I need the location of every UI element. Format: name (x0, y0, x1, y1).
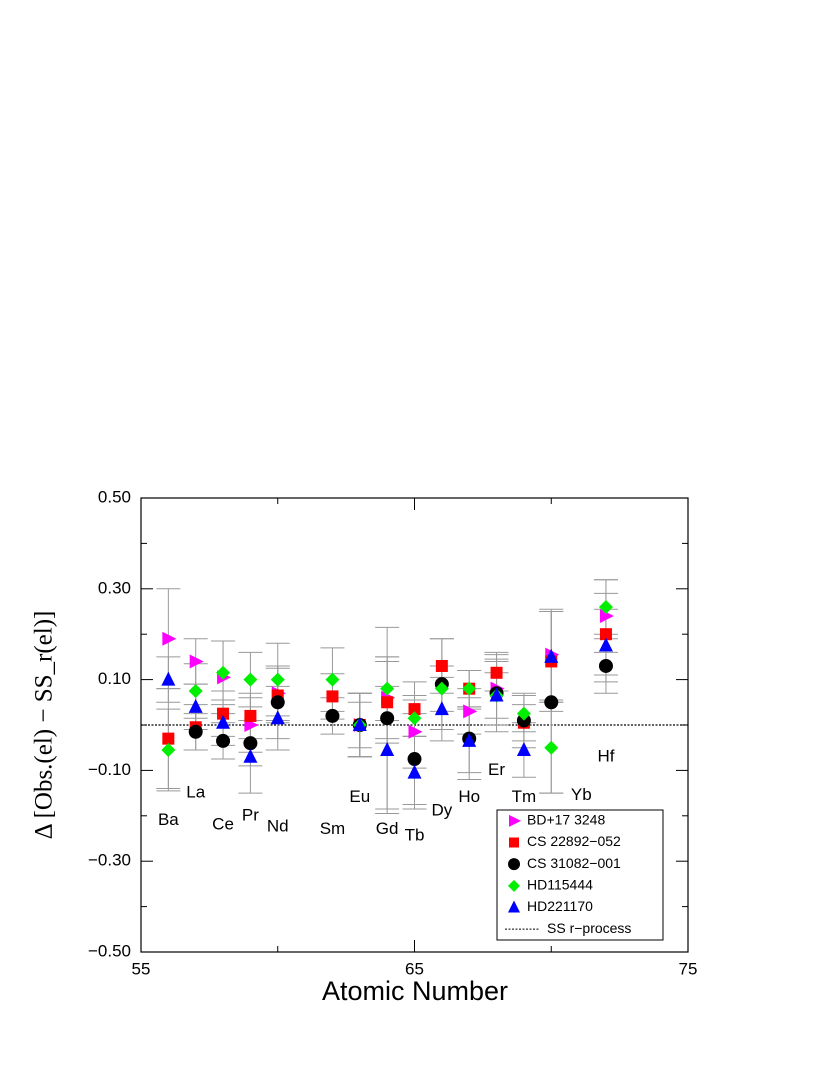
x-tick-label: 75 (679, 959, 698, 978)
element-label: Dy (431, 801, 452, 820)
legend-box (496, 809, 664, 941)
marker (243, 748, 258, 763)
element-label: Ce (212, 814, 234, 833)
legend-marker (509, 814, 521, 827)
y-tick-label: −0.30 (88, 851, 131, 870)
legend-marker (509, 837, 519, 848)
marker (598, 658, 613, 673)
marker (435, 659, 448, 672)
x-axis-title: Atomic Number (322, 976, 508, 1006)
marker (407, 752, 422, 767)
marker (381, 696, 394, 709)
element-label: Nd (267, 817, 289, 836)
y-axis-title: Δ [Obs.(el) − SS_r(el)] (31, 611, 58, 840)
marker (216, 733, 231, 748)
legend-label: HD115444 (527, 877, 593, 893)
element-label: Ho (458, 787, 480, 806)
legend-label: HD221170 (527, 898, 593, 914)
element-label: Sm (320, 819, 346, 838)
marker (325, 672, 340, 687)
marker (326, 690, 339, 703)
marker (489, 687, 504, 702)
marker (598, 637, 613, 652)
legend-marker (508, 858, 520, 871)
marker (408, 703, 421, 716)
marker (216, 714, 231, 729)
marker (217, 707, 230, 720)
marker (516, 741, 531, 756)
marker (598, 599, 613, 614)
element-label: Gd (376, 819, 399, 838)
element-label: Yb (571, 785, 592, 804)
marker (462, 732, 477, 747)
y-tick-label: 0.50 (98, 487, 131, 506)
y-tick-label: 0.10 (98, 669, 131, 688)
element-label: Pr (242, 805, 259, 824)
element-label: Hf (597, 746, 614, 765)
marker (434, 701, 449, 716)
y-tick-label: −0.50 (88, 941, 131, 960)
x-tick-label: 55 (132, 959, 151, 978)
element-label: La (186, 783, 205, 802)
marker (380, 741, 395, 756)
marker (243, 672, 258, 687)
element-label: Tm (512, 787, 537, 806)
marker (244, 709, 257, 722)
marker (544, 648, 559, 663)
marker (188, 698, 203, 713)
marker (544, 740, 559, 755)
y-tick-label: 0.30 (98, 578, 131, 597)
element-label: Er (488, 760, 505, 779)
marker (189, 654, 204, 669)
marker (216, 665, 231, 680)
marker (161, 742, 176, 757)
y-tick-label: −0.10 (88, 760, 131, 779)
legend-label: CS 22892−052 (527, 833, 621, 849)
element-label: Tb (405, 826, 425, 845)
element-label: Ba (158, 810, 179, 829)
marker (188, 683, 203, 698)
legend-label: CS 31082−001 (527, 855, 621, 871)
marker (490, 666, 503, 679)
marker (380, 681, 395, 696)
marker (270, 672, 285, 687)
marker (325, 708, 340, 723)
marker (270, 695, 285, 710)
x-tick-label: 65 (405, 959, 424, 978)
marker (270, 710, 285, 725)
marker (516, 706, 531, 721)
marker (407, 711, 422, 726)
marker (188, 724, 203, 739)
marker (161, 671, 176, 686)
marker (462, 681, 477, 696)
element-label: Eu (349, 787, 370, 806)
marker (407, 764, 422, 779)
marker (162, 631, 177, 646)
legend-marker (508, 900, 520, 913)
marker (162, 732, 175, 745)
marker (243, 736, 258, 751)
marker (380, 711, 395, 726)
legend-label: SS r−process (547, 920, 631, 936)
marker (352, 717, 367, 731)
marker (599, 628, 612, 641)
marker (408, 724, 423, 739)
legend-marker (508, 879, 520, 892)
legend-label: BD+17 3248 (527, 812, 605, 828)
marker (599, 609, 614, 624)
marker (544, 695, 559, 710)
marker (434, 681, 449, 696)
marker (463, 704, 478, 719)
